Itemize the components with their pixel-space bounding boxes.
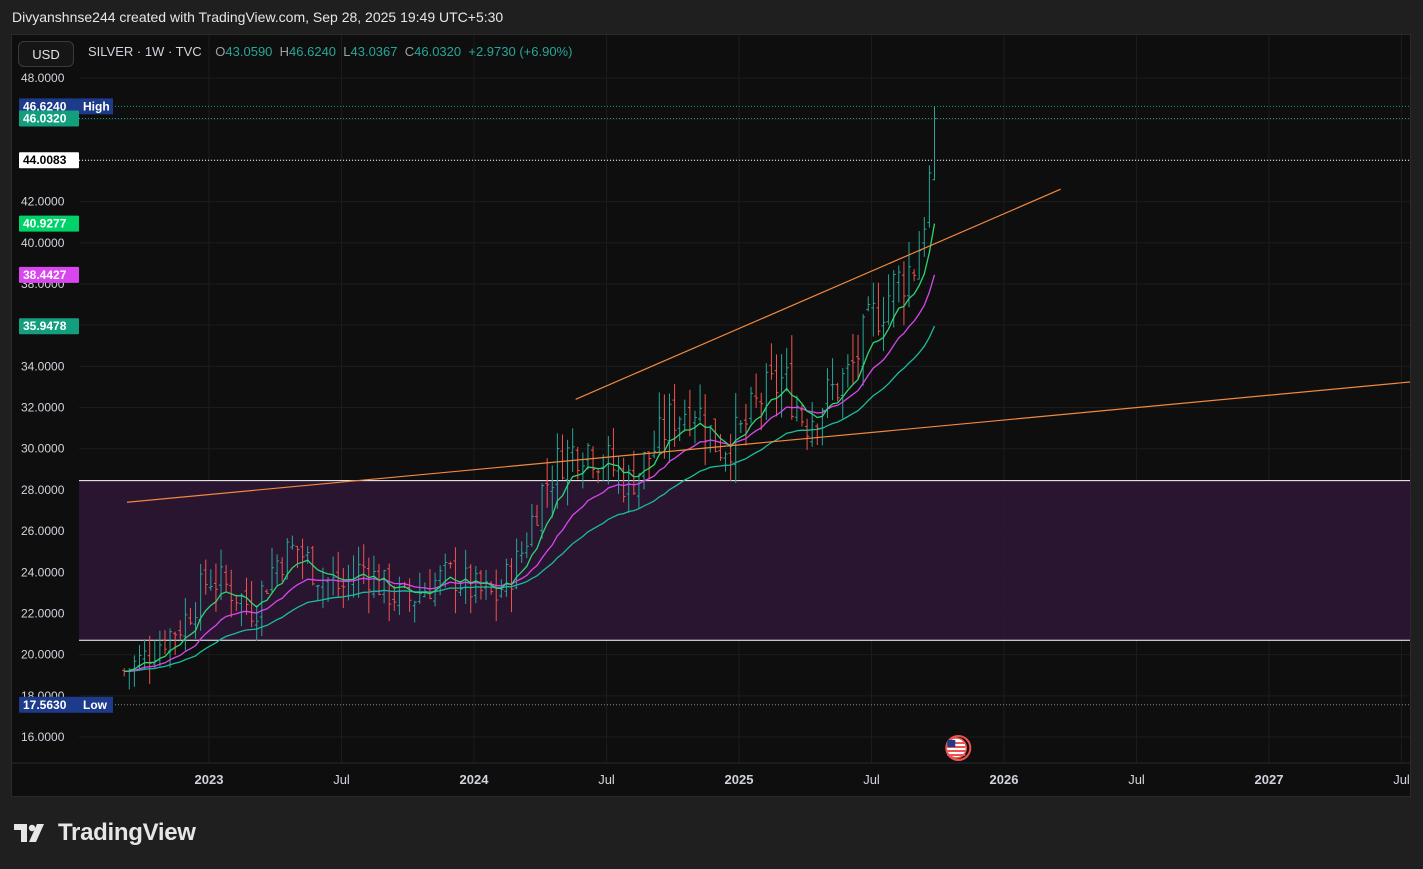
price-badge-tag <box>79 98 113 115</box>
y-tick-label: 40.0000 <box>21 236 65 250</box>
y-tick-label: 28.0000 <box>21 483 65 497</box>
attribution-bar: Divyanshnse244 created with TradingView.… <box>0 0 1423 34</box>
trendline <box>575 188 1061 400</box>
x-tick-label: Jul <box>1128 772 1145 787</box>
price-badge-tag <box>79 696 113 713</box>
x-tick-label: 2023 <box>195 772 224 787</box>
brand-name: TradingView <box>58 819 196 846</box>
currency-selector[interactable]: USD <box>18 41 74 67</box>
us-flag-stripe <box>947 742 966 744</box>
chart-pane[interactable]: 16.0000 18.0000 20.0000 22.0000 24.0000 26.00… <box>11 34 1411 797</box>
brand-logo: TradingView <box>14 816 196 850</box>
y-tick-label: 22.0000 <box>21 606 65 620</box>
y-tick-label: 20.0000 <box>21 648 65 662</box>
change-value: +2.9730 (+6.90%) <box>468 44 573 59</box>
y-tick-label: 32.0000 <box>21 401 65 415</box>
price-badge <box>19 110 79 127</box>
price-chart[interactable]: 16.000018.000020.000022.000024.000026.00… <box>12 35 1410 796</box>
us-flag-stripe <box>947 746 966 748</box>
x-tick-label: 2024 <box>460 772 490 787</box>
symbol-legend: SILVER · 1W · TVC O43.0590 H46.6240 L43.… <box>88 44 572 59</box>
y-tick-label: 34.0000 <box>21 359 65 373</box>
price-badge-value: 46.0320 <box>23 112 67 126</box>
symbol-name: SILVER · 1W · TVC <box>88 44 202 59</box>
moving-average-slow <box>124 325 936 673</box>
price-badge <box>19 266 79 283</box>
moving-average-mid <box>124 274 936 673</box>
tradingview-logo-icon <box>14 824 44 842</box>
support-zone <box>79 480 1410 641</box>
price-badge-value: 44.0083 <box>23 153 67 167</box>
close-value: 46.0320 <box>414 44 462 59</box>
close-label: C <box>404 44 415 59</box>
y-tick-label: 42.0000 <box>21 195 65 209</box>
price-badge-tag-text: High <box>83 99 110 113</box>
x-tick-label: Jul <box>863 772 880 787</box>
low-label: L <box>343 44 351 59</box>
y-tick-label: 24.0000 <box>21 565 65 579</box>
y-tick-label: 30.0000 <box>21 442 65 456</box>
currency-label: USD <box>32 47 60 62</box>
price-badge <box>19 98 79 115</box>
high-label: H <box>279 44 290 59</box>
price-badge <box>19 318 79 335</box>
price-badge-value: 46.6240 <box>23 99 67 113</box>
open-value: 43.0590 <box>225 44 273 59</box>
x-tick-label: Jul <box>1393 772 1410 787</box>
price-badge <box>19 696 79 713</box>
chart-background <box>12 35 1410 796</box>
x-tick-label: Jul <box>333 772 350 787</box>
price-badge <box>19 152 79 169</box>
price-badge-value: 17.5630 <box>23 698 67 712</box>
y-tick-label: 16.0000 <box>21 730 65 744</box>
y-tick-label: 26.0000 <box>21 524 65 538</box>
open-label: O <box>215 44 226 59</box>
x-tick-label: 2027 <box>1255 772 1284 787</box>
low-value: 43.0367 <box>350 44 398 59</box>
us-flag-canton <box>947 740 956 747</box>
y-tick-label: 48.0000 <box>21 71 65 85</box>
attribution-text: Divyanshnse244 created with TradingView.… <box>12 9 504 25</box>
x-tick-label: Jul <box>598 772 615 787</box>
moving-average-fast <box>124 223 936 673</box>
price-badge-tag-text: Low <box>83 698 108 712</box>
price-badge-value: 35.9478 <box>23 319 67 333</box>
price-badge-value: 38.4427 <box>23 268 67 282</box>
us-flag-stripe <box>947 750 966 752</box>
high-value: 46.6240 <box>289 44 337 59</box>
x-tick-label: 2026 <box>990 772 1019 787</box>
us-flag-stripe <box>947 754 966 756</box>
x-tick-label: 2025 <box>725 772 754 787</box>
price-badge <box>19 215 79 232</box>
trendline <box>126 381 1410 503</box>
price-badge-value: 40.9277 <box>23 217 67 231</box>
